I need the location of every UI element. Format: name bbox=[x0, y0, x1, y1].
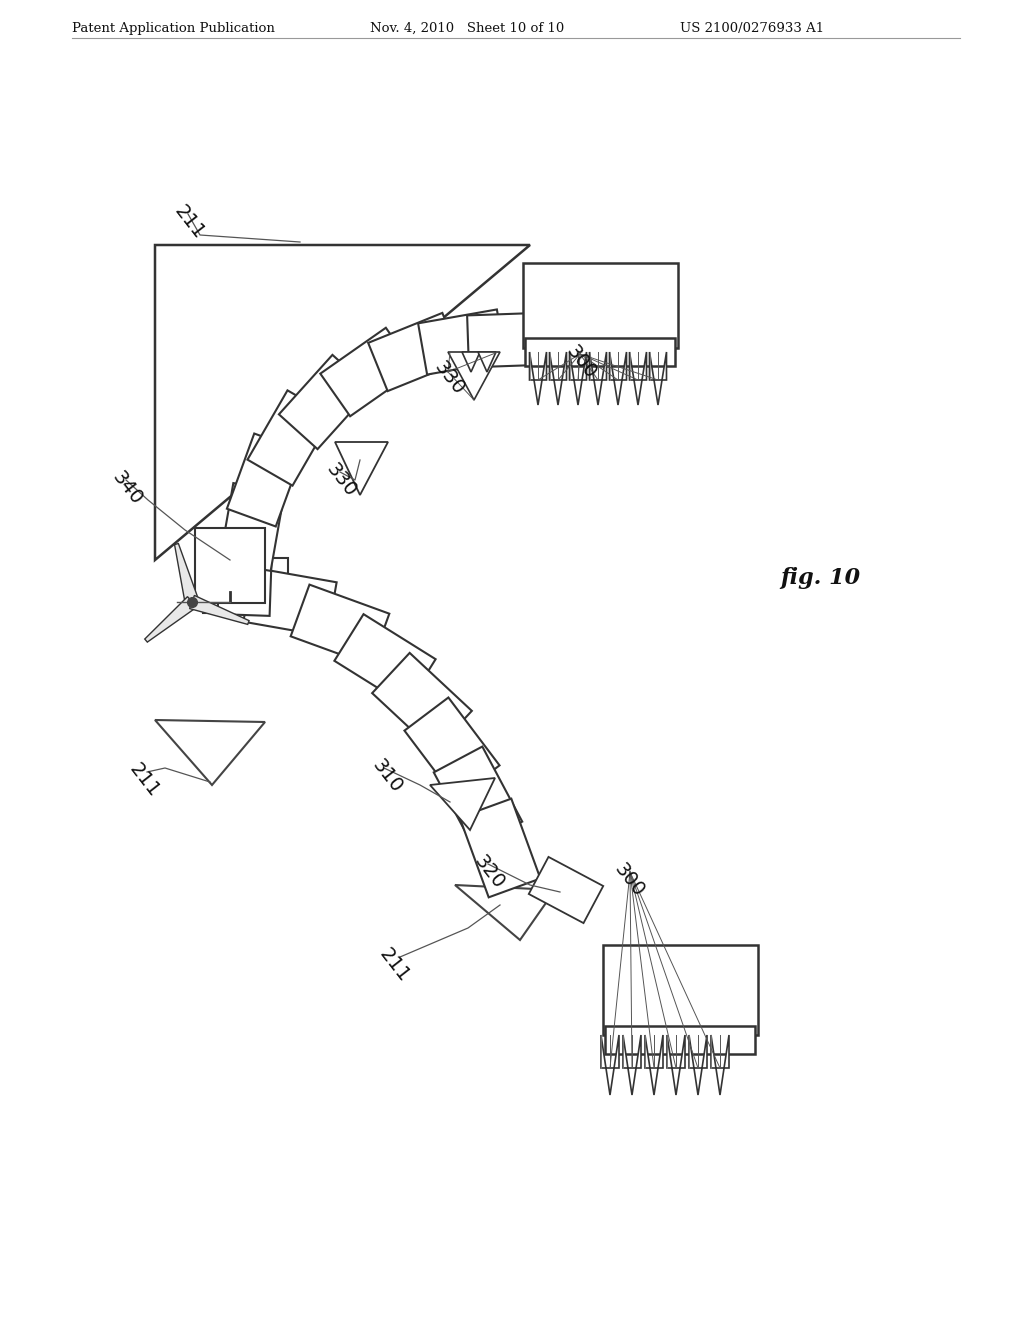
Polygon shape bbox=[203, 557, 288, 612]
Polygon shape bbox=[623, 1035, 641, 1096]
Polygon shape bbox=[218, 535, 272, 616]
Polygon shape bbox=[525, 338, 675, 366]
Polygon shape bbox=[455, 884, 555, 940]
Polygon shape bbox=[155, 246, 530, 560]
Polygon shape bbox=[174, 544, 199, 603]
Polygon shape bbox=[711, 1035, 729, 1096]
Polygon shape bbox=[602, 945, 758, 1035]
Text: US 2100/0276933 A1: US 2100/0276933 A1 bbox=[680, 22, 824, 36]
Text: 330: 330 bbox=[430, 358, 468, 399]
Polygon shape bbox=[244, 568, 337, 636]
Polygon shape bbox=[248, 391, 333, 486]
Polygon shape bbox=[609, 352, 627, 405]
Polygon shape bbox=[529, 352, 547, 405]
Polygon shape bbox=[227, 433, 303, 527]
Text: fig. 10: fig. 10 bbox=[780, 568, 860, 589]
Text: Nov. 4, 2010   Sheet 10 of 10: Nov. 4, 2010 Sheet 10 of 10 bbox=[370, 22, 564, 36]
Polygon shape bbox=[404, 697, 500, 799]
Polygon shape bbox=[335, 442, 388, 495]
Text: 300: 300 bbox=[562, 342, 600, 383]
Polygon shape bbox=[667, 1035, 685, 1096]
Polygon shape bbox=[279, 355, 371, 449]
Polygon shape bbox=[434, 747, 522, 847]
Polygon shape bbox=[630, 352, 646, 405]
Text: 330: 330 bbox=[322, 459, 359, 500]
Polygon shape bbox=[569, 352, 587, 405]
Polygon shape bbox=[195, 528, 265, 602]
Polygon shape bbox=[155, 719, 265, 785]
Polygon shape bbox=[335, 614, 435, 706]
Polygon shape bbox=[449, 352, 500, 400]
Text: 300: 300 bbox=[610, 859, 647, 900]
Polygon shape bbox=[478, 352, 496, 372]
Polygon shape bbox=[369, 313, 462, 391]
Polygon shape bbox=[645, 1035, 663, 1096]
Text: 320: 320 bbox=[470, 851, 508, 892]
Polygon shape bbox=[418, 309, 506, 375]
Polygon shape bbox=[522, 263, 678, 347]
Text: Patent Application Publication: Patent Application Publication bbox=[72, 22, 274, 36]
Text: 340: 340 bbox=[108, 467, 145, 508]
Polygon shape bbox=[605, 1026, 755, 1053]
Polygon shape bbox=[219, 483, 285, 572]
Polygon shape bbox=[462, 352, 480, 372]
Polygon shape bbox=[189, 595, 249, 624]
Polygon shape bbox=[321, 327, 416, 416]
Text: 211: 211 bbox=[375, 945, 413, 986]
Polygon shape bbox=[550, 352, 566, 405]
Text: 211: 211 bbox=[125, 759, 163, 800]
Text: 211: 211 bbox=[170, 202, 208, 243]
Polygon shape bbox=[467, 313, 549, 367]
Polygon shape bbox=[430, 777, 495, 830]
Text: 310: 310 bbox=[368, 755, 406, 796]
Polygon shape bbox=[372, 653, 472, 751]
Polygon shape bbox=[649, 352, 667, 405]
Polygon shape bbox=[689, 1035, 707, 1096]
Polygon shape bbox=[460, 799, 541, 898]
Polygon shape bbox=[291, 585, 389, 665]
Polygon shape bbox=[528, 857, 603, 923]
Polygon shape bbox=[601, 1035, 618, 1096]
Polygon shape bbox=[590, 352, 606, 405]
Polygon shape bbox=[144, 597, 197, 642]
